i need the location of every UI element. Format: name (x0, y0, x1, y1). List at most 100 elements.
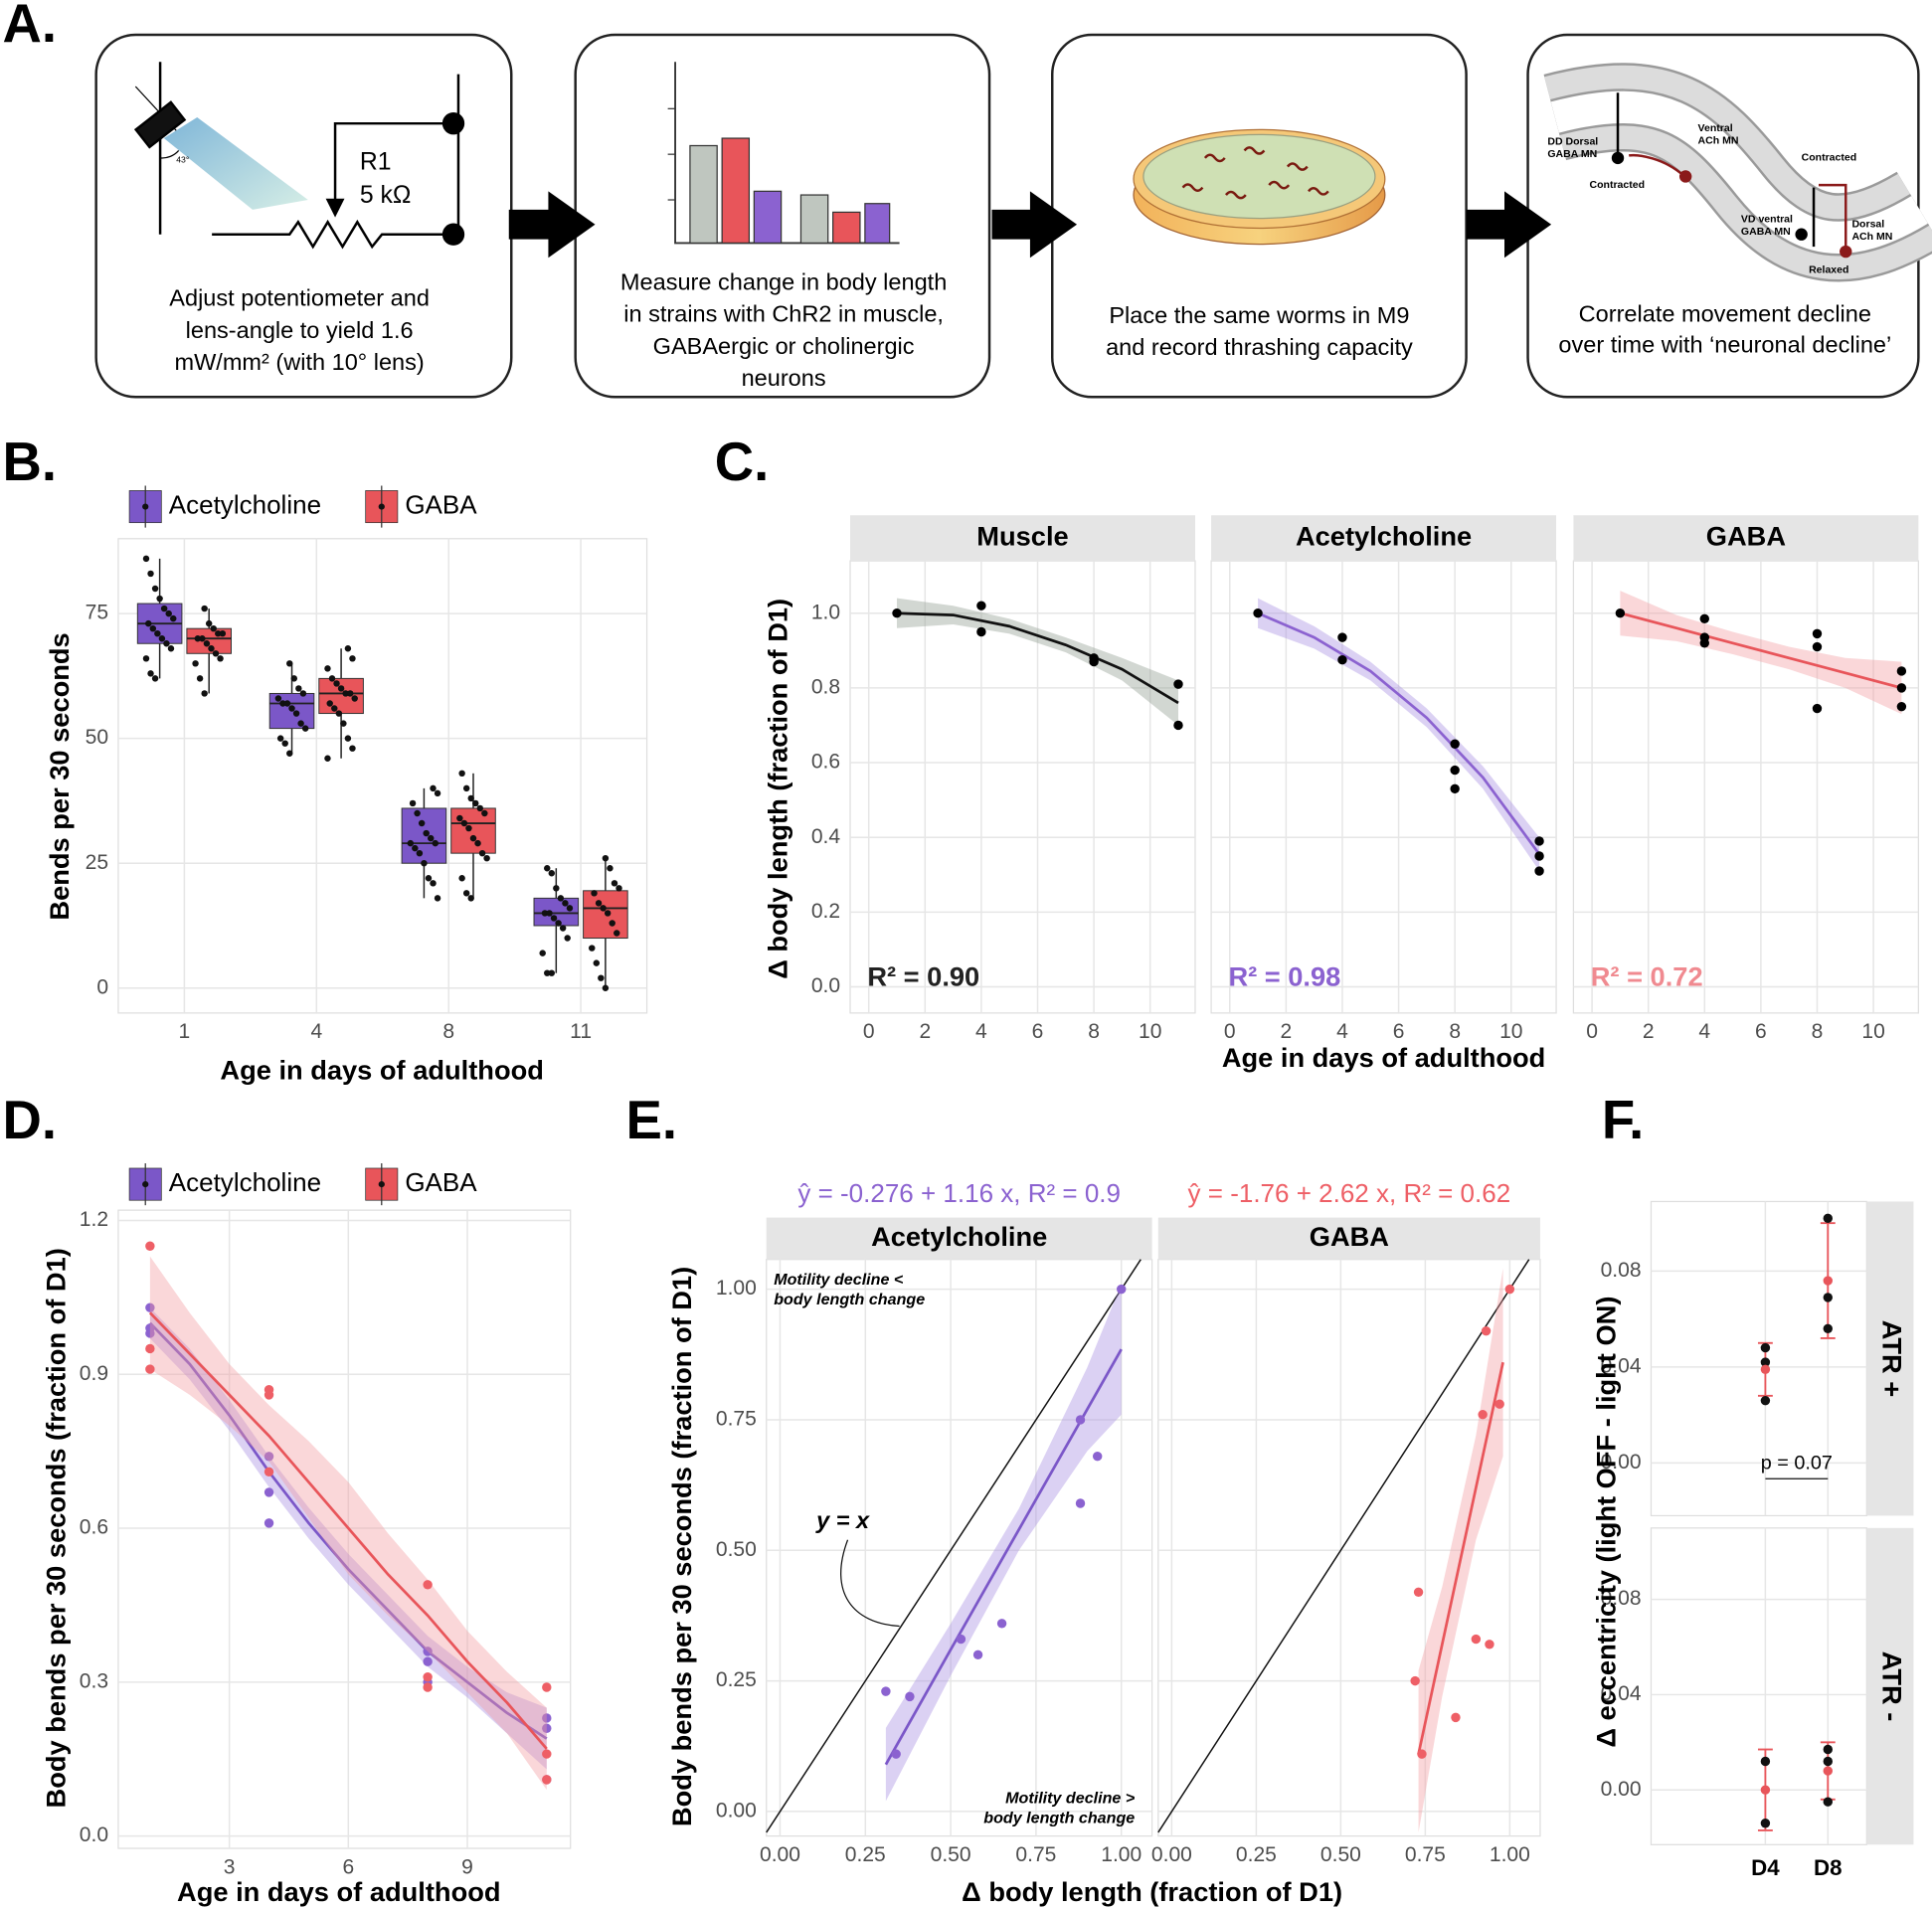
point (460, 819, 468, 827)
strip-title: Acetylcholine (1296, 520, 1472, 551)
point (337, 685, 345, 692)
point (474, 839, 481, 847)
point (297, 720, 304, 727)
fit-line (1417, 1361, 1504, 1755)
point (559, 925, 567, 932)
fit-line (1620, 611, 1902, 690)
point (611, 880, 618, 887)
point (1823, 1756, 1833, 1767)
point (1417, 1749, 1427, 1759)
plot-background (1650, 1527, 1867, 1845)
point (434, 895, 441, 902)
note-pointer (840, 1539, 900, 1628)
point (324, 665, 331, 672)
point (483, 854, 490, 862)
point (423, 1647, 433, 1656)
y-tick-label: 0.6 (811, 751, 840, 774)
point (1812, 703, 1823, 714)
point (145, 1364, 155, 1374)
point (149, 624, 157, 632)
point (598, 974, 605, 981)
point (145, 1343, 155, 1354)
point (1494, 1399, 1504, 1409)
point (1451, 1712, 1461, 1723)
x-tick-label: 4 (1336, 1020, 1348, 1043)
point (407, 839, 415, 847)
strip-title: GABA (1706, 520, 1786, 551)
panel-label: B. (2, 432, 57, 492)
point (1089, 656, 1099, 667)
worm-diagram (1543, 63, 1932, 282)
point (550, 915, 558, 922)
point (430, 784, 437, 792)
point (1812, 628, 1823, 639)
y-tick-label: 0.0 (811, 974, 840, 997)
step-text: Correlate movement decline (1579, 301, 1871, 327)
point (467, 895, 474, 902)
point (299, 690, 307, 697)
point (160, 605, 168, 612)
point (1812, 641, 1823, 652)
x-tick-label: 8 (1812, 1020, 1824, 1043)
x-tick-label: 10 (1499, 1020, 1522, 1043)
point (335, 710, 343, 717)
point (344, 645, 352, 652)
point (465, 824, 472, 832)
point (1173, 720, 1183, 731)
strip-title: ATR - (1877, 1651, 1908, 1722)
point (145, 1241, 155, 1251)
step-text: mW/mm² (with 10° lens) (174, 349, 424, 375)
point (462, 890, 470, 897)
legend-swatch (378, 1181, 385, 1188)
x-tick-label: 1 (179, 1020, 191, 1043)
panel-label: C. (715, 432, 770, 492)
point (1173, 679, 1183, 689)
note: y = x (815, 1507, 870, 1533)
x-tick-label: D4 (1751, 1855, 1780, 1880)
strip (766, 1217, 1152, 1260)
neuron-label: Relaxed (1809, 263, 1848, 275)
x-tick-label: 0.25 (845, 1843, 886, 1866)
identity-line (766, 1259, 1142, 1833)
point (290, 675, 298, 682)
legend-label: GABA (405, 489, 477, 519)
point (1823, 1213, 1833, 1224)
point (192, 660, 199, 667)
note: Motility decline < (774, 1271, 904, 1289)
point (170, 614, 177, 622)
point (154, 629, 161, 637)
point (196, 675, 204, 682)
point (212, 650, 220, 657)
step-text: lens-angle to yield 1.6 (186, 317, 414, 343)
y-tick-label: 75 (86, 602, 108, 624)
plot-background (117, 538, 648, 1014)
point (456, 814, 463, 822)
x-tick-label: 1.00 (1490, 1843, 1530, 1866)
x-tick-label: 0.50 (931, 1843, 971, 1866)
point (324, 755, 331, 762)
x-tick-label: 10 (1861, 1020, 1884, 1043)
point (326, 700, 333, 707)
strip-title: GABA (1310, 1221, 1389, 1252)
point (542, 1723, 552, 1733)
x-tick-label: 9 (461, 1855, 473, 1878)
point (147, 570, 154, 578)
fit-line (148, 1321, 548, 1740)
point (301, 725, 309, 732)
plot-background (1572, 560, 1919, 1014)
point (295, 685, 302, 692)
point (892, 607, 902, 618)
y-tick-label: 50 (86, 726, 108, 749)
x-tick-label: 8 (1449, 1020, 1461, 1043)
strip (1211, 515, 1557, 562)
point (1760, 1395, 1771, 1406)
x-tick-label: 6 (1755, 1020, 1767, 1043)
point (1092, 1452, 1103, 1462)
point (194, 634, 202, 642)
point (1504, 1284, 1515, 1295)
x-tick-label: 2 (1281, 1020, 1293, 1043)
x-tick-label: 8 (1088, 1020, 1100, 1043)
point (548, 870, 556, 877)
point (591, 890, 598, 897)
point (1615, 607, 1626, 618)
